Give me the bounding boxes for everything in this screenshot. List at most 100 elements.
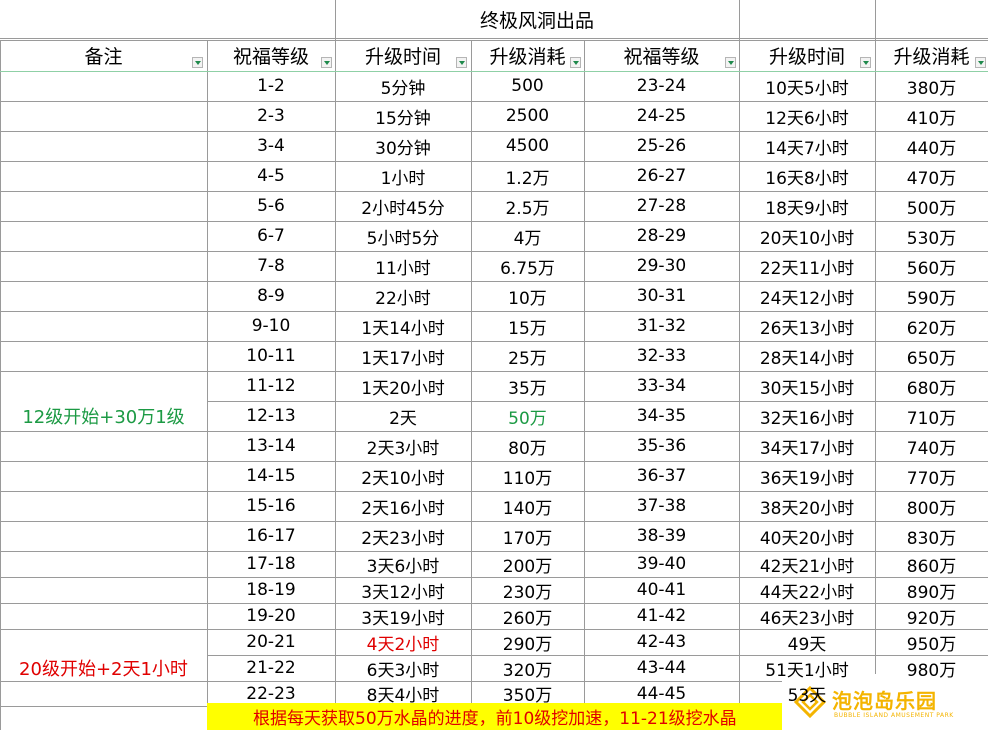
row-time-1: 5分钟 (380, 78, 426, 99)
watermark-logo: 泡泡岛乐园 BUBBLE ISLAND AMUSEMENT PARK (782, 674, 988, 730)
row-time-1: 1天20小时 (361, 378, 445, 399)
row-time-2: 18天9小时 (765, 198, 849, 219)
grid-line (0, 603, 988, 604)
row-cost-2: 920万 (906, 608, 957, 629)
bubble-island-logo-icon (794, 686, 826, 718)
row-level-2: 29-30 (636, 256, 687, 276)
row-note (0, 191, 207, 221)
row-time-2: 12天6小时 (765, 108, 849, 129)
grid-line (0, 161, 988, 162)
row-time-1: 30分钟 (375, 138, 431, 159)
grid-line (207, 40, 208, 730)
row-level-2: 35-36 (636, 436, 687, 456)
row-cost-2: 710万 (906, 408, 957, 429)
row-level-1: 6-7 (257, 226, 285, 246)
row-cost-1: 6.75万 (500, 258, 555, 279)
row-level-1: 9-10 (251, 316, 291, 336)
row-time-1: 3天6小时 (366, 556, 440, 577)
row-time-1: 1小时 (380, 168, 426, 189)
grid-line (739, 0, 740, 40)
row-level-2: 36-37 (636, 466, 687, 486)
row-cost-1: 2.5万 (505, 198, 550, 219)
row-level-1: 11-12 (246, 376, 296, 396)
row-time-2: 26天13小时 (759, 318, 855, 339)
row-note (0, 221, 207, 251)
row-time-2: 49天 (787, 634, 827, 655)
grid-line (0, 38, 988, 39)
filter-dropdown-icon[interactable] (570, 57, 581, 68)
filter-dropdown-icon[interactable] (192, 57, 203, 68)
grid-line (0, 40, 988, 41)
row-time-2: 16天8小时 (765, 168, 849, 189)
row-note (0, 551, 207, 577)
grid-line (335, 40, 336, 730)
row-time-2: 20天10小时 (759, 228, 855, 249)
row-time-1: 15分钟 (375, 108, 431, 129)
row-cost-1: 170万 (502, 528, 553, 549)
row-cost-1: 35万 (508, 378, 547, 399)
row-level-1: 10-11 (246, 346, 296, 366)
grid-line (0, 341, 988, 342)
logo-subtext: BUBBLE ISLAND AMUSEMENT PARK (834, 712, 954, 719)
row-note (0, 431, 207, 461)
row-cost-2: 650万 (906, 348, 957, 369)
row-level-2: 38-39 (636, 526, 687, 546)
row-time-1: 22小时 (375, 288, 431, 309)
row-cost-2: 860万 (906, 556, 957, 577)
grid-line (584, 40, 585, 730)
row-note (0, 603, 207, 629)
row-cost-1: 4500 (505, 136, 550, 156)
grid-line (0, 629, 988, 630)
row-note (0, 281, 207, 311)
row-time-1: 2小时45分 (361, 198, 445, 219)
row-cost-1: 25万 (508, 348, 547, 369)
row-cost-1: 230万 (502, 582, 553, 603)
row-cost-2: 770万 (906, 468, 957, 489)
filter-dropdown-icon[interactable] (860, 57, 871, 68)
row-time-1: 8天4小时 (366, 686, 440, 706)
row-time-2: 53天 (787, 686, 827, 706)
grid-line (0, 431, 988, 432)
row-level-2: 25-26 (636, 136, 687, 156)
row-level-2: 27-28 (636, 196, 687, 216)
row-time-2: 42天21小时 (759, 556, 855, 577)
row-cost-2: 530万 (906, 228, 957, 249)
row-level-2: 34-35 (636, 406, 687, 426)
row-level-2: 31-32 (636, 316, 687, 336)
filter-dropdown-icon[interactable] (456, 57, 467, 68)
row-note (0, 521, 207, 551)
grid-line (0, 40, 1, 730)
row-note (0, 71, 207, 101)
filter-dropdown-icon[interactable] (975, 57, 986, 68)
row-cost-1: 290万 (502, 634, 553, 655)
row-time-2: 24天12小时 (759, 288, 855, 309)
row-cost-1: 260万 (502, 608, 553, 629)
row-cost-1: 4万 (513, 228, 542, 249)
row-time-2: 22天11小时 (759, 258, 855, 279)
row-level-2: 32-33 (636, 346, 687, 366)
row-time-2: 10天5小时 (765, 78, 849, 99)
row-time-1: 2天10小时 (361, 468, 445, 489)
row-time-1: 11小时 (375, 258, 431, 279)
row-cost-1: 110万 (502, 468, 553, 489)
row-level-1: 1-2 (257, 76, 285, 96)
row-cost-2: 470万 (906, 168, 957, 189)
row-cost-1: 10万 (508, 288, 547, 309)
row-level-2: 44-45 (636, 683, 687, 704)
header-cost-2: 升级消耗 (893, 46, 970, 68)
row-cost-1: 140万 (502, 498, 553, 519)
sheet-title: 终极风洞出品 (479, 9, 594, 32)
row-time-1: 4天2小时 (366, 634, 440, 655)
row-time-1: 1天14小时 (361, 318, 445, 339)
row-level-2: 33-34 (636, 376, 687, 396)
grid-line (207, 401, 988, 402)
row-note (0, 629, 207, 655)
row-note: 12级开始+30万1级 (22, 407, 185, 428)
row-time-2: 44天22小时 (759, 582, 855, 603)
header-level-2: 祝福等级 (623, 46, 700, 68)
row-time-1: 2天3小时 (366, 438, 440, 459)
filter-dropdown-icon[interactable] (321, 57, 332, 68)
filter-dropdown-icon[interactable] (725, 57, 736, 68)
grid-line (0, 551, 988, 552)
row-cost-2: 590万 (906, 288, 957, 309)
